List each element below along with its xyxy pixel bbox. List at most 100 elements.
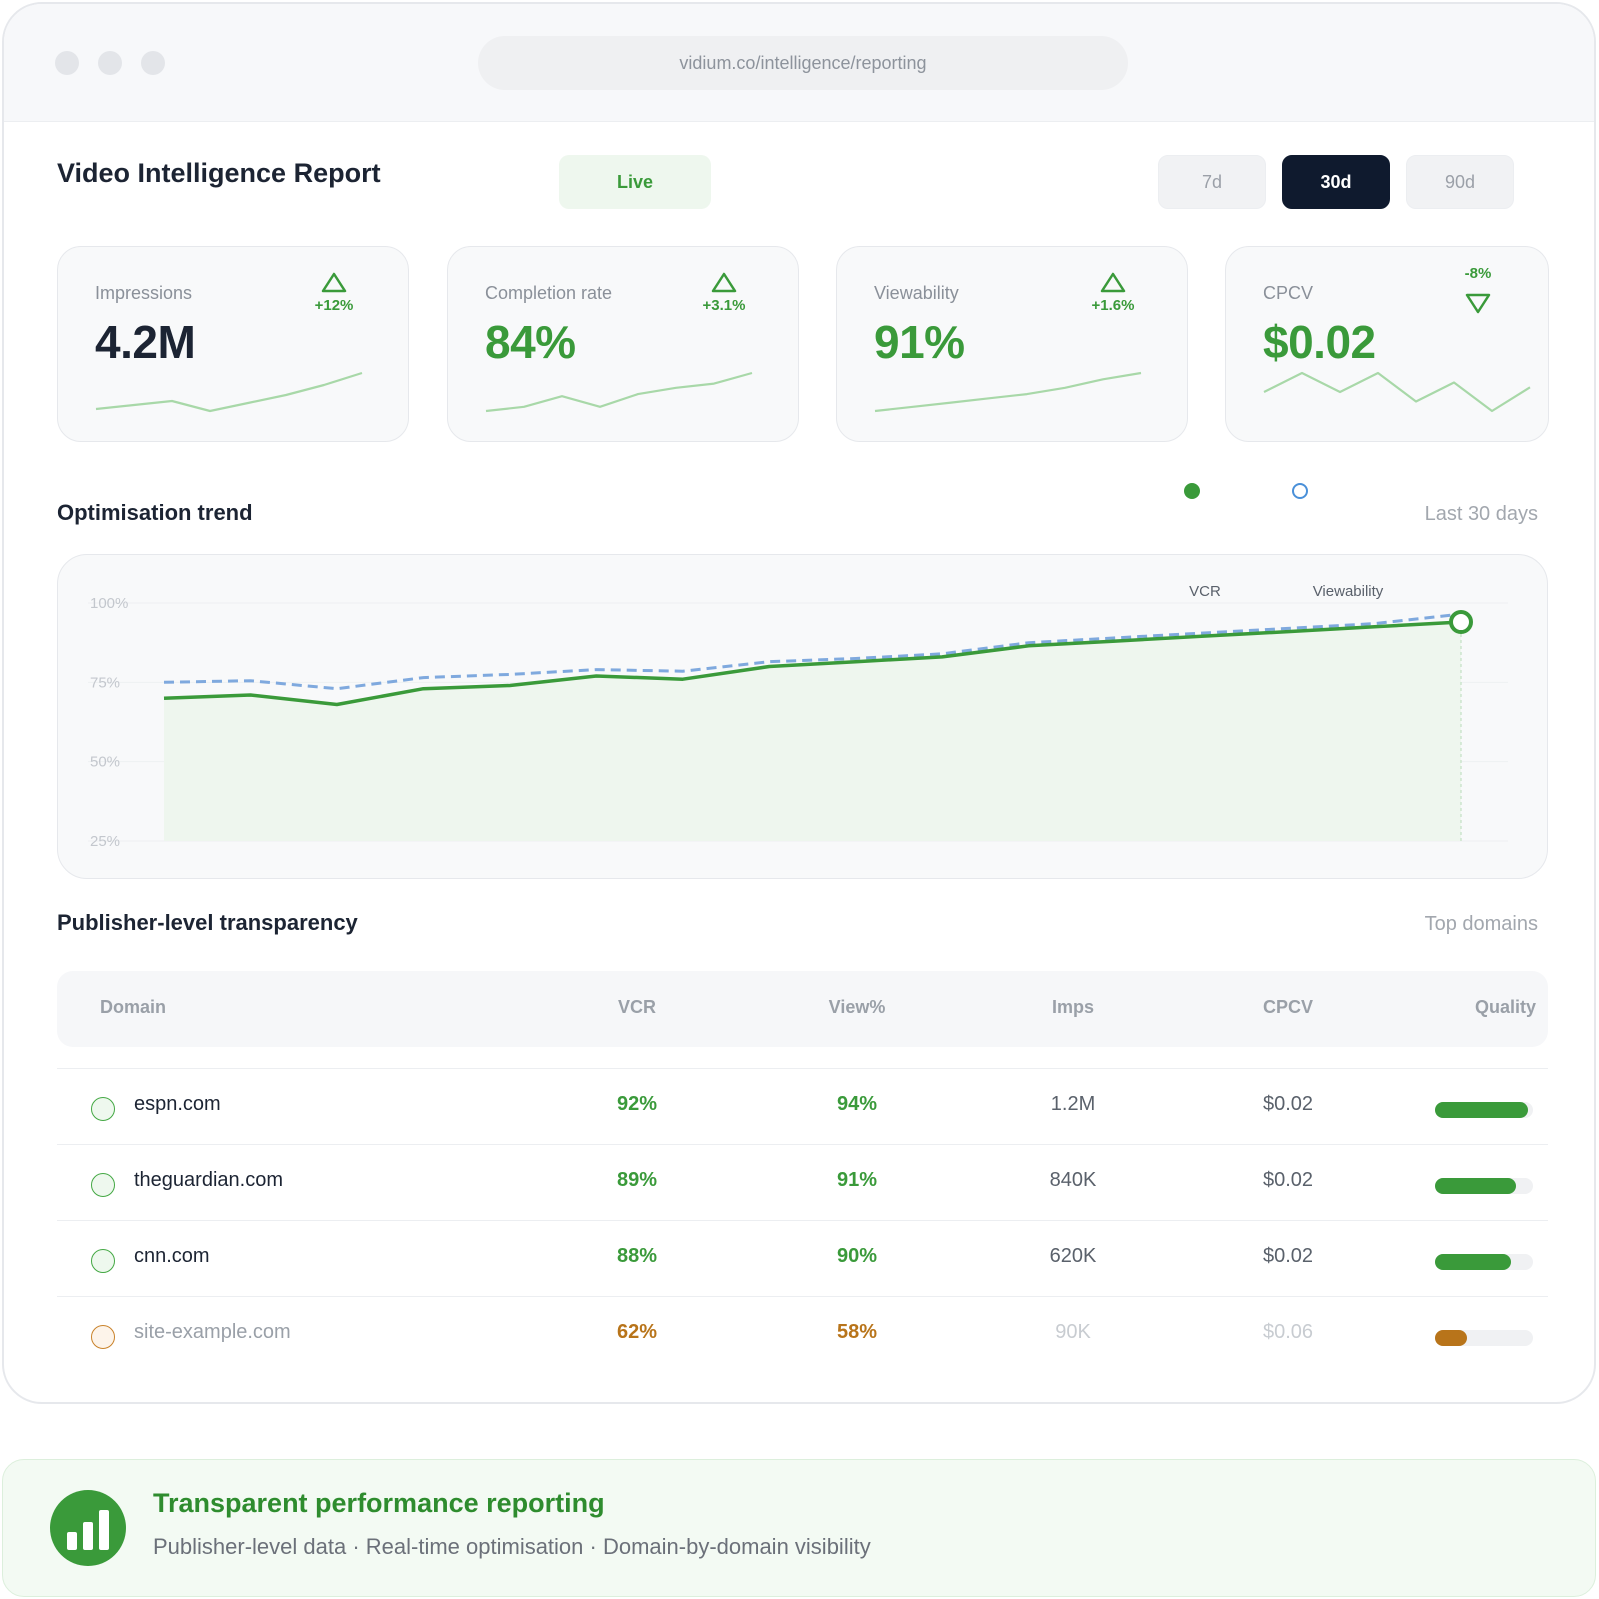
column-header-quality[interactable]: Quality	[1474, 997, 1536, 1017]
range-90d-button[interactable]: 90d	[1406, 155, 1514, 209]
kpi-value: $0.02	[1263, 316, 1376, 368]
quality-bar	[1435, 1102, 1533, 1118]
cell-vcr: 89%	[616, 1169, 658, 1191]
cell-imps: 90K	[1055, 1321, 1091, 1343]
range-30d-button[interactable]: 30d	[1282, 155, 1390, 209]
domain-status-icon	[91, 1325, 115, 1349]
window-close-dot[interactable]	[55, 51, 79, 75]
cell-cpcv: $0.02	[1262, 1093, 1314, 1115]
publisher-section-title: Publisher-level transparency	[57, 910, 358, 935]
vcr-latest-point	[1449, 610, 1473, 635]
column-header-domain[interactable]: Domain	[100, 997, 167, 1017]
kpi-delta: +3.1%	[702, 297, 746, 314]
series-label: Viewability	[1313, 583, 1384, 600]
window-minimize-dot[interactable]	[98, 51, 122, 75]
cell-view: 90%	[836, 1245, 878, 1267]
column-header-view[interactable]: View%	[828, 997, 886, 1017]
kpi-sparkline	[95, 371, 363, 413]
quality-bar-fill	[1435, 1254, 1512, 1270]
browser-chrome: vidium.co/intelligence/reporting	[4, 4, 1594, 122]
column-header-imps[interactable]: Imps	[1051, 997, 1094, 1017]
kpi-sparkline	[1263, 371, 1531, 413]
cell-imps: 840K	[1049, 1169, 1097, 1191]
trend-period-label: Last 30 days	[1424, 503, 1538, 525]
kpi-delta: +12%	[314, 297, 354, 314]
cell-view: 91%	[836, 1169, 878, 1191]
kpi-label: Viewability	[874, 283, 959, 303]
cell-cpcv: $0.02	[1262, 1245, 1314, 1267]
quality-bar-fill	[1435, 1178, 1517, 1194]
live-status-badge: Live	[559, 155, 711, 209]
trend-up-icon	[711, 272, 737, 293]
cell-cpcv: $0.02	[1262, 1169, 1314, 1191]
kpi-card-completion-rate[interactable]: Completion rate 84% +3.1%	[447, 246, 799, 442]
legend-vcr-marker	[1184, 483, 1200, 499]
footer-banner: Transparent performance reporting Publis…	[2, 1459, 1596, 1597]
cell-vcr: 62%	[616, 1321, 658, 1343]
cell-imps: 1.2M	[1050, 1093, 1096, 1115]
trend-chart-card: 100% 75% 50% 25% VCR Viewability	[57, 554, 1548, 879]
y-tick-label: 100%	[90, 595, 128, 612]
bar-chart-icon	[50, 1490, 126, 1566]
footer-title: Transparent performance reporting	[153, 1488, 605, 1518]
legend-viewability-marker	[1292, 483, 1308, 499]
cell-cpcv: $0.06	[1262, 1321, 1314, 1343]
trend-section-title: Optimisation trend	[57, 500, 253, 525]
sparkline-path	[95, 371, 363, 413]
kpi-value: 91%	[874, 316, 965, 368]
kpi-card-impressions[interactable]: Impressions 4.2M +12%	[57, 246, 409, 442]
cell-domain[interactable]: espn.com	[134, 1093, 221, 1115]
kpi-sparkline	[485, 371, 753, 413]
table-row[interactable]: cnn.com 88% 90% 620K $0.02	[57, 1220, 1548, 1296]
y-tick-label: 25%	[90, 833, 120, 850]
table-row[interactable]: theguardian.com 89% 91% 840K $0.02	[57, 1144, 1548, 1220]
vcr-series-line	[163, 620, 1462, 707]
quality-bar	[1435, 1178, 1533, 1194]
cell-imps: 620K	[1049, 1245, 1097, 1267]
quality-bar-fill	[1435, 1102, 1529, 1118]
range-7d-button[interactable]: 7d	[1158, 155, 1266, 209]
trend-up-icon	[321, 272, 347, 293]
quality-bar-fill	[1435, 1330, 1468, 1346]
footer-subtitle: Publisher-level data · Real-time optimis…	[153, 1534, 871, 1559]
table-row[interactable]: espn.com 92% 94% 1.2M $0.02	[57, 1068, 1548, 1144]
kpi-card-viewability[interactable]: Viewability 91% +1.6%	[836, 246, 1188, 442]
column-header-vcr[interactable]: VCR	[617, 997, 656, 1017]
series-label: VCR	[1189, 583, 1221, 600]
table-header: Domain VCR View% Imps CPCV Quality	[57, 971, 1548, 1047]
cell-domain[interactable]: cnn.com	[134, 1245, 210, 1267]
sparkline-path	[874, 371, 1142, 413]
browser-window: vidium.co/intelligence/reporting Video I…	[2, 2, 1596, 1404]
cell-vcr: 92%	[616, 1093, 658, 1115]
cell-domain[interactable]: theguardian.com	[134, 1169, 283, 1191]
kpi-card-cpcv[interactable]: CPCV $0.02 -8%	[1225, 246, 1549, 442]
kpi-delta: +1.6%	[1091, 297, 1135, 314]
page-title: Video Intelligence Report	[57, 158, 381, 188]
cell-view: 58%	[836, 1321, 878, 1343]
sparkline-path	[1263, 371, 1531, 413]
kpi-value: 4.2M	[95, 316, 196, 368]
publisher-section-note: Top domains	[1424, 913, 1538, 935]
column-header-cpcv[interactable]: CPCV	[1262, 997, 1313, 1017]
trend-chart: 100% 75% 50% 25% VCR Viewability	[88, 583, 1508, 850]
address-bar[interactable]: vidium.co/intelligence/reporting	[478, 36, 1128, 90]
window-maximize-dot[interactable]	[141, 51, 165, 75]
quality-bar	[1435, 1330, 1533, 1346]
kpi-delta: -8%	[1464, 265, 1492, 282]
quality-bar	[1435, 1254, 1533, 1270]
y-tick-label: 50%	[90, 754, 120, 771]
kpi-value: 84%	[485, 316, 576, 368]
y-tick-label: 75%	[90, 674, 120, 691]
viewability-series-line	[163, 612, 1462, 691]
trend-up-icon	[1100, 272, 1126, 293]
sparkline-path	[485, 371, 753, 413]
table-row[interactable]: site-example.com 62% 58% 90K $0.06	[57, 1296, 1548, 1372]
cell-vcr: 88%	[616, 1245, 658, 1267]
trend-down-icon	[1465, 293, 1491, 314]
kpi-label: CPCV	[1263, 283, 1314, 303]
cell-view: 94%	[836, 1093, 878, 1115]
domain-status-icon	[91, 1249, 115, 1273]
domain-status-icon	[91, 1097, 115, 1121]
kpi-label: Impressions	[95, 283, 193, 303]
cell-domain[interactable]: site-example.com	[134, 1321, 291, 1343]
